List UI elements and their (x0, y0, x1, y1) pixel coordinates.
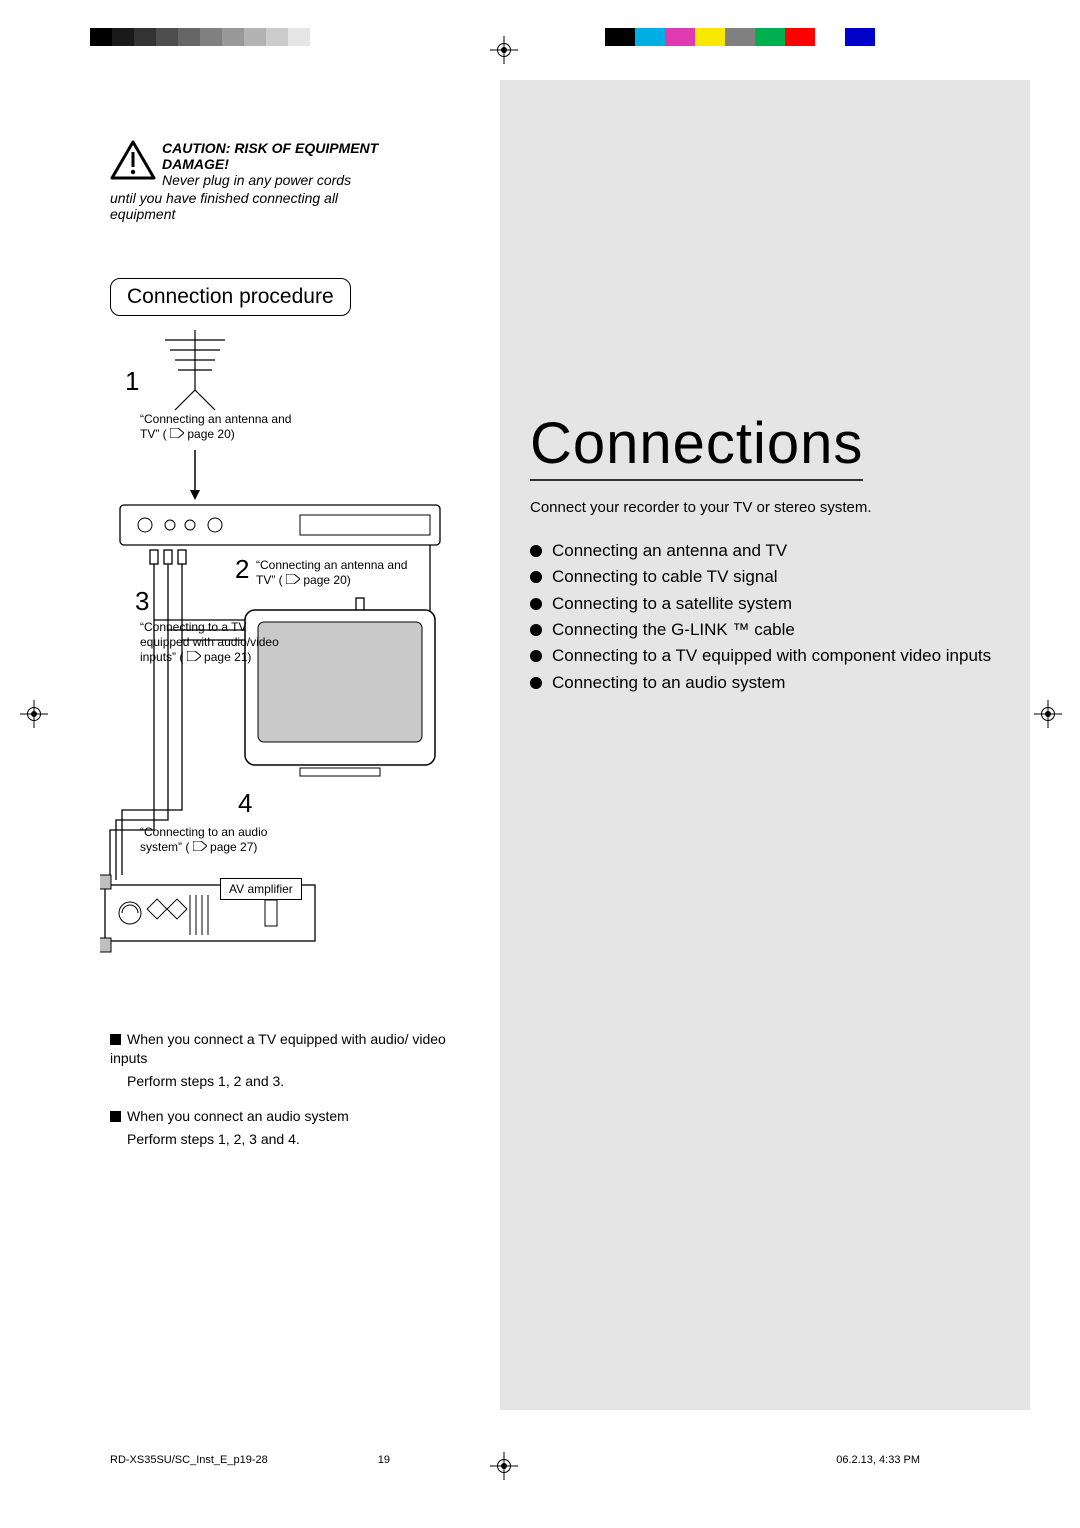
chapter-sidebar: Connections Connect your recorder to you… (500, 80, 1030, 1410)
caution-line2: until you have finished connecting all e… (110, 190, 400, 222)
swatch (665, 28, 695, 46)
section-title: Connection procedure (127, 285, 334, 308)
note-2-heading: When you connect an audio system (110, 1107, 470, 1126)
swatch (875, 28, 905, 46)
swatch (785, 28, 815, 46)
swatch (288, 28, 310, 46)
swatch (695, 28, 725, 46)
step1-caption: “Connecting an antenna and TV” ( page 20… (140, 412, 300, 442)
step2-caption: “Connecting an antenna and TV” ( page 20… (256, 558, 426, 588)
warning-icon (110, 140, 156, 180)
page-footer: RD-XS35SU/SC_Inst_E_p19-28 19 06.2.13, 4… (110, 1454, 1020, 1466)
swatch (815, 28, 845, 46)
bullet-square-icon (110, 1111, 121, 1122)
caution-block: CAUTION: RISK OF EQUIPMENT DAMAGE! Never… (110, 140, 400, 222)
swatch (178, 28, 200, 46)
swatch (112, 28, 134, 46)
chapter-topic-item: Connecting to a satellite system (530, 591, 1030, 617)
swatch (90, 28, 112, 46)
footer-docid: RD-XS35SU/SC_Inst_E_p19-28 (110, 1454, 268, 1466)
chapter-title: Connections (530, 410, 863, 481)
bullet-square-icon (110, 1034, 121, 1045)
chapter-topic-item: Connecting to an audio system (530, 670, 1030, 696)
swatch (310, 28, 332, 46)
page-ref-icon (170, 428, 184, 438)
footer-page-number: 19 (378, 1454, 390, 1466)
swatch (156, 28, 178, 46)
swatch (222, 28, 244, 46)
chapter-topic-item: Connecting to cable TV signal (530, 564, 1030, 590)
swatch (266, 28, 288, 46)
swatch (605, 28, 635, 46)
page-ref-icon (193, 841, 207, 851)
gray-swatches (90, 28, 332, 46)
swatch (725, 28, 755, 46)
swatch (134, 28, 156, 46)
chapter-topic-item: Connecting the G-LINK ™ cable (530, 617, 1030, 643)
color-swatches (605, 28, 905, 46)
step4-caption: “Connecting to an audio system” ( page 2… (140, 825, 310, 855)
av-amplifier-label-box: AV amplifier (220, 878, 302, 900)
registration-mark-left (20, 700, 48, 728)
note-1-body: Perform steps 1, 2 and 3. (127, 1072, 470, 1091)
note-2-body: Perform steps 1, 2, 3 and 4. (127, 1130, 470, 1149)
section-title-box: Connection procedure (110, 278, 351, 316)
swatch (755, 28, 785, 46)
antenna-icon (165, 330, 225, 410)
section-title-clip (360, 278, 450, 314)
registration-bar (0, 28, 1080, 58)
swatch (200, 28, 222, 46)
connection-diagram: 1 2 3 (100, 320, 480, 1000)
svg-text:1: 1 (125, 366, 139, 396)
swatch (635, 28, 665, 46)
svg-text:3: 3 (135, 586, 149, 616)
chapter-subtitle: Connect your recorder to your TV or ster… (530, 499, 1030, 516)
registration-mark-right (1034, 700, 1062, 728)
procedure-notes: When you connect a TV equipped with audi… (110, 1030, 470, 1164)
page: Connections Connect your recorder to you… (0, 0, 1080, 1528)
svg-text:2: 2 (235, 554, 249, 584)
step3-caption: “Connecting to a TV equipped with audio/… (140, 620, 280, 665)
svg-text:4: 4 (238, 788, 252, 818)
chapter-topic-item: Connecting to a TV equipped with compone… (530, 643, 1030, 669)
note-1-heading: When you connect a TV equipped with audi… (110, 1030, 470, 1068)
chapter-topic-list: Connecting an antenna and TVConnecting t… (530, 538, 1030, 696)
av-amplifier-label: AV amplifier (220, 878, 302, 900)
swatch (244, 28, 266, 46)
page-ref-icon (286, 574, 300, 584)
footer-timestamp: 06.2.13, 4:33 PM (836, 1454, 920, 1466)
swatch (845, 28, 875, 46)
registration-mark-top (490, 36, 518, 64)
page-ref-icon (187, 651, 201, 661)
chapter-topic-item: Connecting an antenna and TV (530, 538, 1030, 564)
